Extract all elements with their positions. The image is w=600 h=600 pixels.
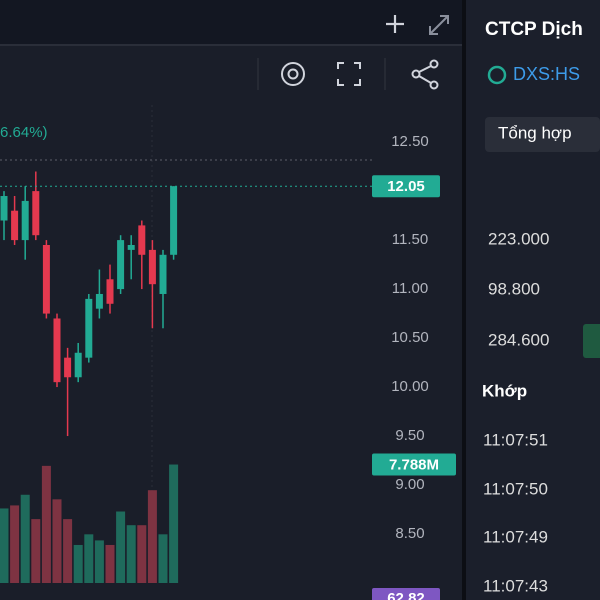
volume-bar [20,494,30,583]
volume-bar [0,508,9,583]
volume-tag-label: 7.788M [389,456,439,473]
candle-body [32,191,40,236]
y-tick-label: 11.50 [392,231,428,248]
section-title: Khớp [482,381,527,400]
candle-body [64,357,72,378]
volume-bar [84,534,94,583]
y-tick-label: 9.00 [395,476,424,493]
candle-body [127,244,135,250]
volume-bar [158,534,168,583]
y-tick-label: 11.00 [392,280,428,297]
volume-bar [105,544,115,583]
last-price-label: 12.05 [387,178,425,195]
y-tick-label: 10.00 [391,378,429,395]
volume-bar [137,525,147,583]
tab-label[interactable]: Tổng hợp [498,123,572,142]
stat: 223.000 [488,229,549,248]
stat: 98.800 [488,279,540,298]
candle-body [42,244,50,314]
volume-bar [63,519,73,583]
candle-body [95,293,103,309]
share-button[interactable] [411,59,439,90]
tab-button[interactable] [485,117,600,152]
settings-button[interactable] [281,62,305,86]
volume-bar [116,511,126,583]
candle-body [11,210,19,241]
volume-bar [94,540,104,583]
volume-bar [10,505,20,583]
candle-body [21,200,29,241]
y-tick-label: 9.50 [395,427,424,444]
info-panel [462,0,600,600]
volume-tag [372,453,456,476]
y-tick-label: 12.50 [391,133,429,150]
candle-body [74,352,82,378]
add-button[interactable] [386,15,404,33]
volume-bar [147,490,157,583]
company-title: CTCP Dịch [485,19,583,40]
candle-body [85,298,93,358]
candle-body [53,318,61,383]
chart-panel [0,0,462,600]
candle-body [148,249,156,285]
panel-divider [462,0,466,600]
candle-body [159,254,167,294]
candle-body [170,186,178,255]
fullscreen-button[interactable] [337,62,361,86]
trade-time: 11:07:51 [483,430,548,449]
volume-bar [73,544,83,583]
status-icon [487,65,507,85]
stat-badge [583,324,600,358]
candle-body [117,240,125,290]
volume-bar [31,519,41,583]
y-tick-label: 8.50 [395,525,424,542]
volume-bar [52,499,62,583]
last-price-tag [372,175,440,198]
candle-body [0,196,8,221]
candle-body [106,279,114,304]
stat: 284.600 [488,330,549,349]
trade-time: 11:07:50 [483,479,548,498]
y-tick-label: 10.50 [391,329,429,346]
trade-time: 11:07:43 [483,576,548,595]
volume-bar [126,525,136,583]
volume-bar [41,465,51,583]
change-label: 6.64%) [0,124,48,141]
indicator-tag [372,588,440,600]
expand-button[interactable] [429,15,449,35]
candle-body [138,225,146,255]
trade-time: 11:07:49 [483,527,548,546]
indicator-label: 62.82 [387,590,425,600]
symbol[interactable]: DXS:HS [513,64,580,84]
top-bar [0,0,462,45]
volume-bar [169,464,179,583]
